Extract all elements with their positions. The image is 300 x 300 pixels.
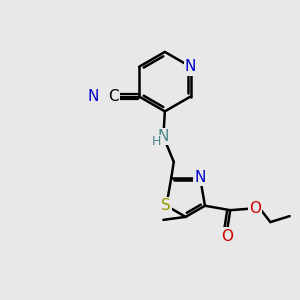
Text: H: H bbox=[151, 136, 160, 148]
Text: C: C bbox=[109, 89, 119, 104]
Text: N: N bbox=[87, 89, 99, 104]
Text: S: S bbox=[161, 198, 171, 213]
Text: N: N bbox=[185, 59, 196, 74]
Text: N: N bbox=[194, 170, 206, 185]
Text: O: O bbox=[249, 201, 261, 216]
Text: O: O bbox=[221, 229, 233, 244]
Text: N: N bbox=[158, 129, 169, 144]
